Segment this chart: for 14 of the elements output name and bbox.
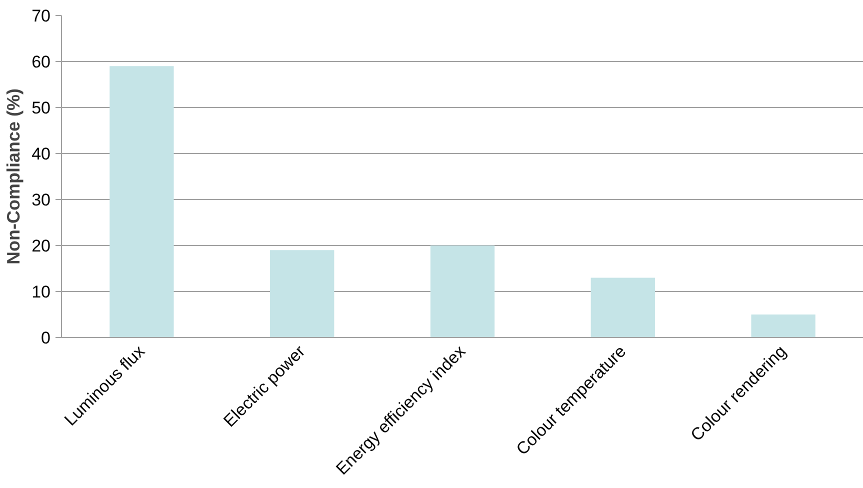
y-tick-label: 20 bbox=[32, 236, 51, 256]
bar bbox=[751, 314, 816, 338]
y-tick-label: 10 bbox=[32, 282, 51, 302]
bar bbox=[590, 278, 655, 338]
y-axis-title: Non-Compliance (%) bbox=[4, 88, 24, 264]
y-tick-label: 60 bbox=[32, 52, 51, 72]
bar bbox=[110, 66, 174, 338]
bar bbox=[430, 246, 495, 338]
bar bbox=[270, 250, 334, 338]
y-tick-label: 50 bbox=[32, 98, 51, 118]
y-tick-label: 0 bbox=[41, 328, 51, 348]
y-tick-label: 70 bbox=[32, 6, 51, 26]
y-tick-label: 40 bbox=[32, 144, 51, 164]
y-tick-label: 30 bbox=[32, 190, 51, 210]
